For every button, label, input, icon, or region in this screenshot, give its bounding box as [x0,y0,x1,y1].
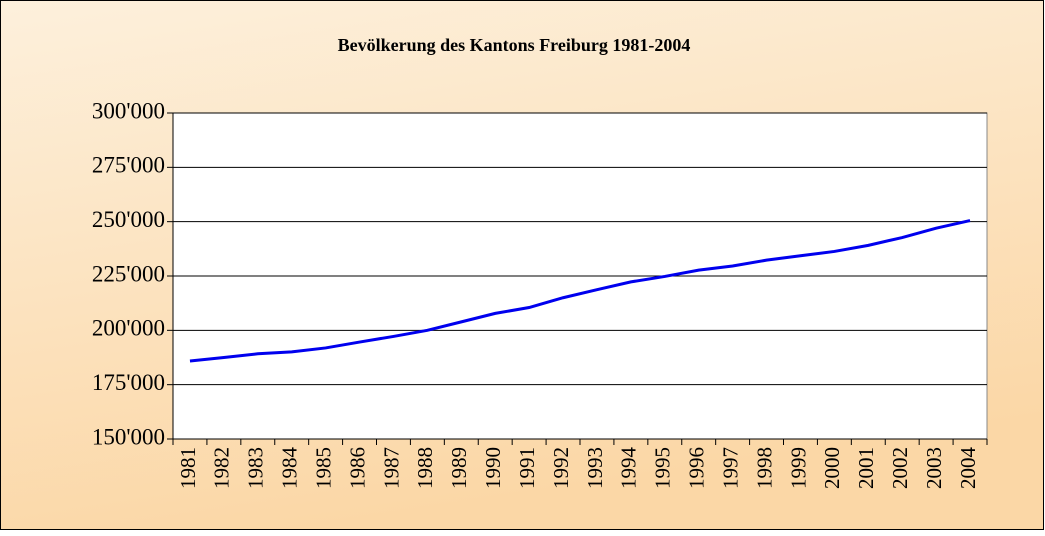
x-tick-label: 1981 [176,447,200,489]
x-tick-label: 2004 [956,447,980,490]
x-tick-label: 2003 [922,447,946,489]
y-tick-label: 175'000 [92,370,165,395]
data-line [189,219,971,363]
x-tick-label: 1997 [718,447,742,489]
x-tick-label: 1992 [549,447,573,489]
x-tick-label: 1996 [685,447,709,489]
y-tick-label: 250'000 [92,207,165,232]
x-tick-label: 1995 [651,447,675,489]
y-tick-label: 275'000 [92,153,165,178]
y-tick-label: 225'000 [92,261,165,286]
chart-title: Bevölkerung des Kantons Freiburg 1981-20… [338,35,691,55]
y-tick-label: 300'000 [92,98,165,123]
y-tick-label: 200'000 [92,316,165,341]
x-tick-label: 1987 [379,447,403,489]
x-tick-label: 1991 [515,447,539,489]
x-tick-label: 1984 [278,447,302,490]
x-tick-label: 1993 [583,447,607,489]
x-tick-label: 1990 [481,447,505,489]
x-tick-label: 1989 [447,447,471,489]
x-tick-label: 1994 [617,447,641,490]
x-tick-label: 2001 [854,447,878,489]
y-tick-label: 150'000 [92,424,165,449]
x-tick-label: 2000 [820,447,844,489]
x-tick-label: 1999 [786,447,810,489]
x-tick-label: 1983 [244,447,268,489]
x-tick-label: 1985 [311,447,335,489]
x-tick-label: 1982 [210,447,234,489]
x-tick-label: 1998 [752,447,776,489]
x-tick-label: 1986 [345,447,369,489]
x-tick-label: 2002 [888,447,912,489]
x-tick-label: 1988 [413,447,437,489]
